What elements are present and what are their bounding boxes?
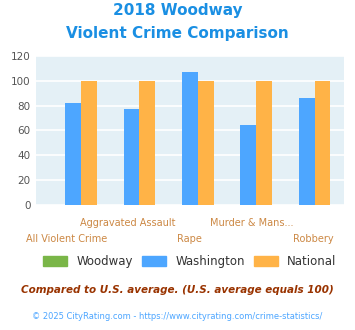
Bar	[198, 81, 214, 205]
Text: All Violent Crime: All Violent Crime	[26, 234, 107, 244]
Legend: Woodway, Washington, National: Woodway, Washington, National	[43, 255, 337, 268]
Bar	[256, 81, 272, 205]
Text: Robbery: Robbery	[293, 234, 334, 244]
Bar	[81, 81, 97, 205]
Bar	[65, 103, 81, 205]
Bar	[240, 125, 256, 205]
Bar	[182, 72, 198, 205]
Bar	[140, 81, 155, 205]
Text: © 2025 CityRating.com - https://www.cityrating.com/crime-statistics/: © 2025 CityRating.com - https://www.city…	[32, 312, 323, 321]
Text: Violent Crime Comparison: Violent Crime Comparison	[66, 26, 289, 41]
Bar	[299, 98, 315, 205]
Text: Compared to U.S. average. (U.S. average equals 100): Compared to U.S. average. (U.S. average …	[21, 285, 334, 295]
Text: Rape: Rape	[178, 234, 202, 244]
Bar	[124, 109, 140, 205]
Text: Murder & Mans...: Murder & Mans...	[210, 218, 294, 228]
Text: Aggravated Assault: Aggravated Assault	[80, 218, 176, 228]
Text: 2018 Woodway: 2018 Woodway	[113, 3, 242, 18]
Bar	[315, 81, 330, 205]
